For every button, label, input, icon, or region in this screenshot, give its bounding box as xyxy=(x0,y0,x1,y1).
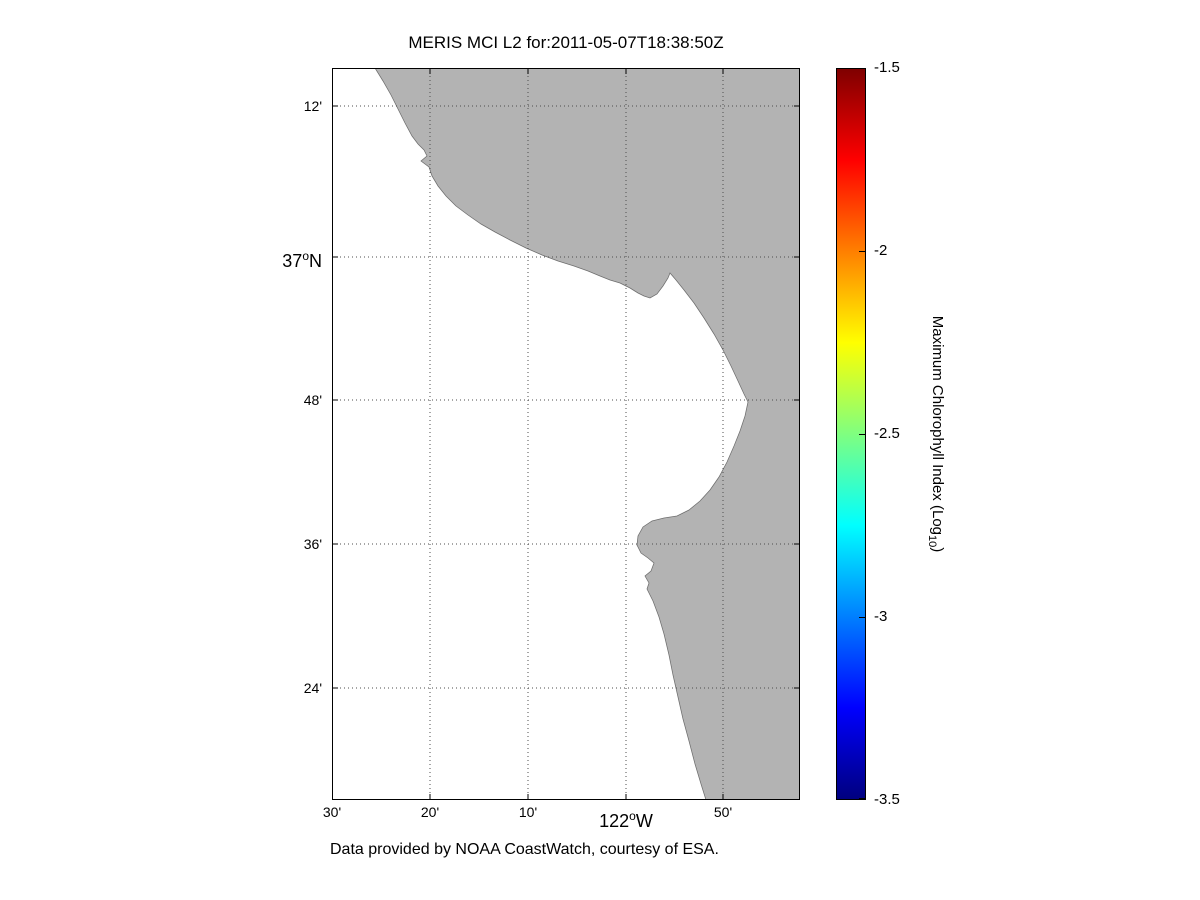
colorbar-title-text: Maximum Chlorophyll Index (Log xyxy=(929,315,946,536)
colorbar-tick-label-4: -3 xyxy=(874,608,888,625)
colorbar-title-close: ) xyxy=(929,547,946,553)
map-plot xyxy=(332,68,800,800)
x-degree-symbol: o xyxy=(629,809,636,823)
figure-caption: Data provided by NOAA CoastWatch, courte… xyxy=(330,841,719,858)
x-tick-50min: 50' xyxy=(713,804,733,820)
colorbar-tick-label-3: -2.5 xyxy=(874,425,900,442)
x-degree-direction: W xyxy=(635,811,653,831)
y-tick-12min: 12' xyxy=(303,98,322,114)
y-tick-48min: 48' xyxy=(303,392,322,408)
colorbar-tick-mark xyxy=(859,434,865,435)
y-degree-symbol: o xyxy=(302,249,309,263)
colorbar-tick-label-2: -2 xyxy=(874,242,888,259)
x-tick-30min: 30' xyxy=(322,804,342,820)
map-canvas xyxy=(332,68,800,800)
y-tick-37N: 37oN xyxy=(236,245,322,272)
plot-border xyxy=(332,68,800,800)
y-tick-36min: 36' xyxy=(303,536,322,552)
y-degree-direction: N xyxy=(309,251,322,271)
y-degree-number: 37 xyxy=(282,251,303,271)
x-degree-number: 122 xyxy=(599,811,630,831)
x-tick-20min: 20' xyxy=(420,804,440,820)
colorbar-tick-mark xyxy=(859,617,865,618)
x-tick-10min: 10' xyxy=(518,804,538,820)
colorbar-tick-mark xyxy=(859,251,865,252)
colorbar-title: Maximum Chlorophyll Index (Log10) xyxy=(926,316,946,553)
land-polygon xyxy=(374,68,800,800)
colorbar-tick-label-1: -1.5 xyxy=(874,59,900,76)
x-tick-122W: 122oW xyxy=(576,805,676,832)
colorbar-title-subscript: 10 xyxy=(926,535,938,548)
colorbar-tick-mark xyxy=(859,798,865,799)
colorbar-tick-mark xyxy=(859,68,865,69)
y-tick-24min: 24' xyxy=(303,680,322,696)
figure-title: MERIS MCI L2 for:2011-05-07T18:38:50Z xyxy=(408,33,724,52)
colorbar-tick-label-5: -3.5 xyxy=(874,791,900,808)
